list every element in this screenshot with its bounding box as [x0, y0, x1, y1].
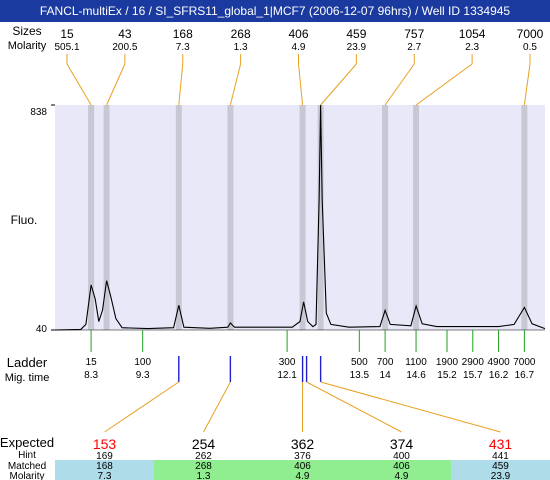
matched-molarity-value-1: 1.3 [197, 471, 211, 480]
peak-connector-6 [384, 63, 415, 106]
ladder-size-label-2: 300 [279, 357, 296, 368]
peak-molarity-label-1: 200.5 [112, 42, 137, 53]
peak-size-label-0: 15 [60, 27, 74, 41]
matched-value-0: 168 [96, 461, 113, 472]
matched-cell-1 [154, 460, 253, 480]
ladder-time-label-2: 12.1 [277, 370, 297, 381]
matched-value-2: 406 [294, 461, 311, 472]
expected-connector-3 [306, 381, 402, 433]
fluorescence-trace [54, 104, 546, 331]
ladder-size-label-7: 2900 [462, 357, 485, 368]
ladder-time-label-1: 9.3 [136, 370, 150, 381]
expected-value-4: 431 [489, 436, 513, 452]
hint-value-2: 376 [294, 451, 311, 462]
matched-molarity-value-2: 4.9 [296, 471, 310, 480]
peak-band-3 [227, 105, 234, 330]
hint-label: Hint [18, 450, 36, 461]
matched-molarity-value-0: 7.3 [98, 471, 112, 480]
hint-value-0: 169 [96, 451, 113, 462]
ladder-time-label-7: 15.7 [463, 370, 483, 381]
hint-value-3: 400 [393, 451, 410, 462]
peak-connector-0 [66, 63, 92, 106]
hint-value-4: 441 [492, 451, 509, 462]
y-tick-min: 40 [36, 324, 48, 335]
ladder-size-label-5: 1100 [405, 357, 427, 368]
matched-molarity-value-4: 23.9 [491, 471, 511, 480]
expected-connector-1 [203, 381, 231, 433]
matched-cell-0 [55, 460, 154, 480]
peak-band-1 [103, 105, 110, 330]
ladder-time-label-5: 14.6 [406, 370, 426, 381]
peak-connector-1 [106, 63, 126, 106]
peak-band-7 [413, 105, 420, 330]
peak-size-label-6: 757 [404, 27, 424, 41]
peak-molarity-label-4: 4.9 [292, 42, 306, 53]
ladder-size-label-0: 15 [86, 357, 98, 368]
ladder-size-label-4: 700 [377, 357, 394, 368]
matched-molarity-value-3: 4.9 [395, 471, 409, 480]
expected-connector-0 [104, 381, 180, 433]
peak-molarity-label-5: 23.9 [347, 42, 367, 53]
ladder-time-label-0: 8.3 [84, 370, 98, 381]
expected-value-3: 374 [390, 436, 414, 452]
peak-band-8 [521, 105, 528, 330]
peak-size-label-1: 43 [118, 27, 132, 41]
molarity-bottom-label: Molarity [9, 471, 44, 480]
peak-size-label-3: 268 [231, 27, 251, 41]
peak-connector-3 [229, 63, 242, 106]
peak-band-6 [382, 105, 389, 330]
expected-value-1: 254 [192, 436, 216, 452]
matched-value-1: 268 [195, 461, 212, 472]
expected-value-2: 362 [291, 436, 315, 452]
peak-molarity-label-6: 2.7 [407, 42, 421, 53]
peak-band-5 [317, 105, 324, 330]
expected-label: Expected [0, 435, 54, 450]
hint-value-1: 262 [195, 451, 212, 462]
matched-label: Matched [8, 461, 46, 472]
matched-value-4: 459 [492, 461, 509, 472]
peak-molarity-label-3: 1.3 [234, 42, 248, 53]
peak-molarity-label-7: 2.3 [465, 42, 479, 53]
window-title: FANCL-multiEx / 16 / SI_SFRS11_global_1|… [0, 0, 550, 22]
peak-size-label-7: 1054 [459, 27, 486, 41]
ladder-size-label-3: 500 [351, 357, 368, 368]
peak-connector-8 [523, 63, 531, 106]
sizes-header-label: Sizes [12, 24, 41, 38]
peak-molarity-label-8: 0.5 [523, 42, 537, 53]
peak-molarity-label-0: 505.1 [54, 42, 79, 53]
peak-size-label-4: 406 [288, 27, 308, 41]
ladder-time-label-8: 16.2 [489, 370, 509, 381]
ladder-size-label-9: 7000 [513, 357, 536, 368]
molarity-header-label: Molarity [8, 40, 47, 52]
ladder-size-label-1: 100 [134, 357, 151, 368]
ladder-size-label-8: 4900 [487, 357, 510, 368]
peak-band-0 [88, 105, 95, 330]
expected-value-0: 153 [93, 436, 117, 452]
peak-size-label-5: 459 [346, 27, 366, 41]
matched-value-3: 406 [393, 461, 410, 472]
peak-connector-4 [298, 63, 304, 106]
matched-cell-4 [451, 460, 550, 480]
ladder-time-label-6: 15.2 [437, 370, 457, 381]
ladder-label: Ladder [7, 355, 48, 370]
peak-connector-5 [320, 63, 357, 106]
peak-band-2 [175, 105, 182, 330]
peak-molarity-label-2: 7.3 [176, 42, 190, 53]
ladder-size-label-6: 1900 [436, 357, 459, 368]
ladder-time-label-9: 16.7 [515, 370, 535, 381]
mig-time-label: Mig. time [5, 372, 50, 384]
y-tick-max: 838 [30, 107, 47, 118]
peak-size-label-8: 7000 [517, 27, 544, 41]
matched-cell-3 [352, 460, 451, 480]
peak-connector-2 [178, 63, 184, 106]
ladder-time-label-3: 13.5 [350, 370, 370, 381]
ladder-time-label-4: 14 [380, 370, 392, 381]
peak-band-4 [299, 105, 306, 330]
peak-connector-7 [415, 63, 473, 106]
expected-connector-4 [320, 381, 501, 433]
y-axis-label: Fluo. [11, 213, 38, 227]
peak-size-label-2: 168 [173, 27, 193, 41]
matched-cell-2 [253, 460, 352, 480]
